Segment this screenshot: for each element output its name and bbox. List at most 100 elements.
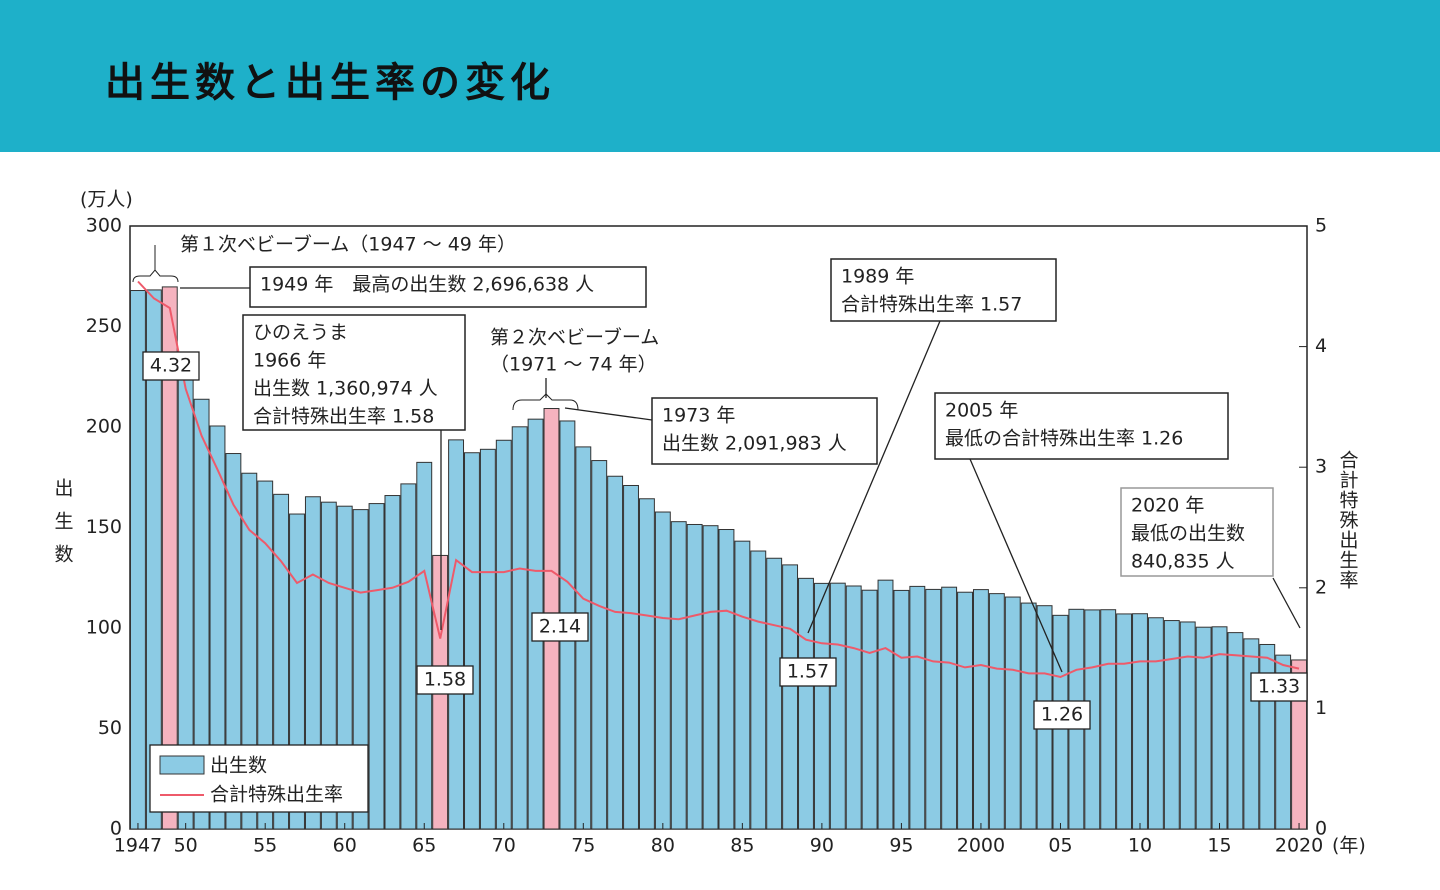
bar [1179, 621, 1196, 830]
bar [1004, 596, 1021, 830]
annotation-box [249, 266, 647, 308]
bar [972, 589, 989, 830]
value-label-box [1033, 700, 1091, 730]
bar [209, 425, 226, 830]
bar [1163, 620, 1180, 830]
x-tick-label: 50 [174, 835, 198, 857]
annotation-text: 出生数 2,091,983 人 [662, 433, 847, 455]
bar [416, 461, 433, 830]
bar [829, 582, 846, 830]
bar [1227, 632, 1244, 830]
bar [193, 398, 210, 830]
bar [448, 439, 465, 830]
y-axis-label: 出生数 [52, 478, 74, 577]
annotation-box [1120, 487, 1274, 577]
bar [1195, 626, 1212, 830]
x-tick-label: 65 [412, 835, 436, 857]
y-tick-label: 200 [86, 416, 122, 438]
bar [1211, 626, 1228, 830]
y2-tick-label: 5 [1315, 215, 1327, 237]
bar [782, 564, 799, 830]
x-tick-label: 90 [810, 835, 834, 857]
annotation-text: 出生数 1,360,974 人 [253, 378, 438, 400]
x-tick-label: 55 [253, 835, 277, 857]
annotation-arrow [969, 458, 1063, 673]
bar [718, 529, 735, 830]
bar [591, 460, 608, 830]
x-tick-label: 75 [571, 835, 595, 857]
y-tick-label: 150 [86, 516, 122, 538]
y2-tick-label: 4 [1315, 335, 1327, 357]
value-label: 1.58 [424, 669, 466, 691]
annotation-text: 最低の出生数 [1131, 523, 1245, 545]
x-tick-label: 10 [1128, 835, 1152, 857]
annotation-text: 2020 年 [1131, 495, 1204, 517]
bar [766, 557, 783, 830]
legend-label: 出生数 [210, 755, 267, 777]
x-tick-label: 15 [1207, 835, 1231, 857]
x-tick-label: 05 [1048, 835, 1072, 857]
bar [623, 484, 639, 830]
bar [909, 585, 926, 830]
bar [161, 286, 178, 830]
x-tick-label: 60 [333, 835, 357, 857]
annotation-text: 1989 年 [841, 266, 914, 288]
annotation-text: 1949 年 最高の出生数 2,696,638 人 [260, 274, 594, 296]
bar [941, 586, 958, 830]
y-tick-label: 300 [86, 215, 122, 237]
bracket [132, 269, 179, 283]
annotation-text: 2005 年 [945, 400, 1018, 422]
y2-tick-label: 1 [1315, 697, 1327, 719]
bar [877, 579, 894, 830]
bar [400, 483, 417, 830]
x-tick-label: 85 [730, 835, 754, 857]
bar [1259, 643, 1276, 830]
value-label: 4.32 [150, 355, 192, 377]
x-tick-label: 70 [492, 835, 516, 857]
annotation-text: 1973 年 [662, 405, 735, 427]
y-unit: (万人) [80, 189, 133, 211]
bar [241, 472, 258, 830]
bracket [512, 393, 579, 411]
annotation-arrow [807, 320, 941, 634]
bar [479, 448, 496, 830]
bar [384, 495, 401, 830]
annotation-text: 第２次ベビーブーム [490, 326, 659, 349]
y-tick-label: 50 [98, 717, 122, 739]
value-label-box [416, 665, 474, 695]
bar [368, 503, 385, 830]
value-label: 1.57 [787, 661, 829, 683]
annotation-box [934, 392, 1229, 460]
bar [813, 582, 830, 830]
bar [638, 498, 655, 830]
bar [464, 452, 480, 830]
annotation-box [242, 314, 466, 431]
bar [1100, 609, 1117, 830]
bar [670, 521, 687, 830]
value-label: 2.14 [539, 616, 581, 638]
y2-tick-label: 0 [1315, 818, 1327, 840]
y-tick-label: 100 [86, 617, 122, 639]
y-tick-label: 250 [86, 315, 122, 337]
bar [861, 589, 878, 830]
annotation-text: 第１次ベビーブーム（1947 ～ 49 年） [180, 233, 516, 256]
annotation-box [830, 258, 1057, 322]
bar [925, 588, 942, 830]
annotation-text: 合計特殊出生率 1.58 [253, 406, 434, 428]
annotation-text: （1971 ～ 74 年） [490, 354, 657, 376]
bar [1116, 613, 1133, 830]
legend-swatch [159, 755, 205, 775]
x-unit: (年) [1332, 835, 1366, 857]
bar [750, 550, 767, 830]
annotation-text: 1966 年 [253, 350, 326, 372]
y-tick-label: 0 [110, 818, 122, 840]
x-tick-label: 95 [889, 835, 913, 857]
bar [607, 475, 624, 830]
value-label-box [779, 657, 837, 687]
bar [702, 525, 719, 830]
annotation-text: 最低の合計特殊出生率 1.26 [945, 428, 1183, 450]
bar [798, 577, 814, 830]
value-label: 1.33 [1258, 676, 1300, 698]
annotation-arrow [1272, 577, 1301, 629]
